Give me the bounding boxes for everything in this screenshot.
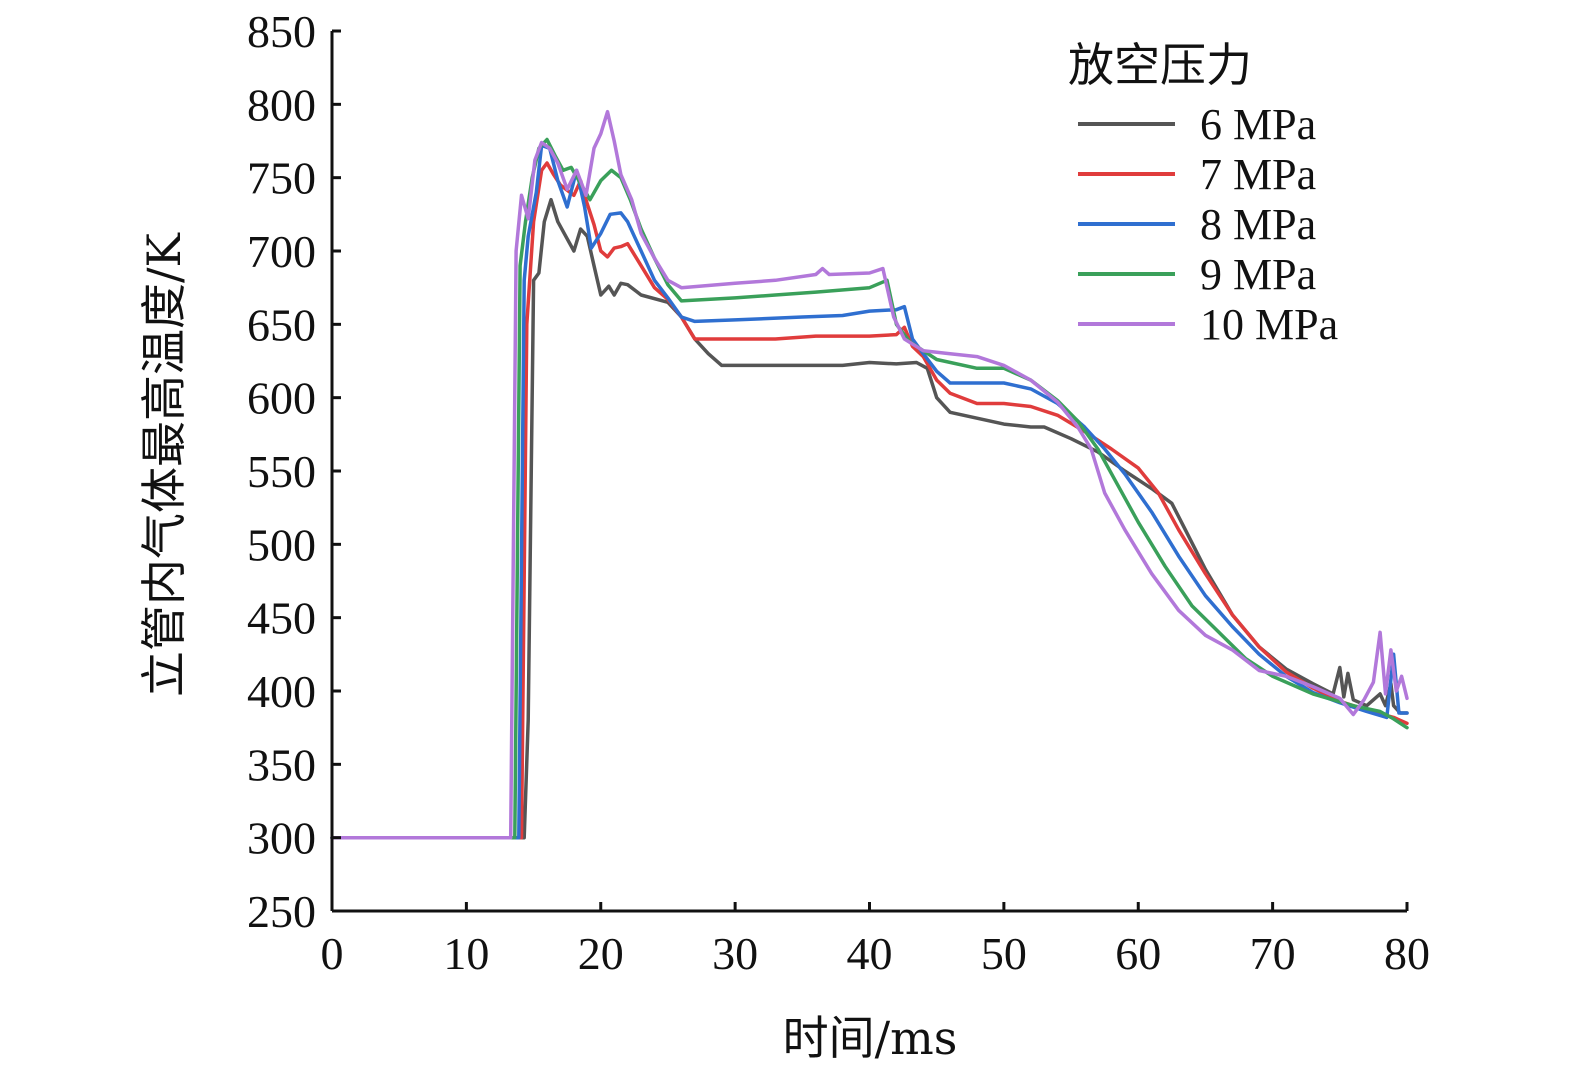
x-ticks: 0 10 20 30 40 50 60 70 80 xyxy=(321,902,1430,979)
y-tick-label: 750 xyxy=(247,153,316,204)
y-tick-label: 500 xyxy=(247,519,316,570)
y-tick-label: 850 xyxy=(247,6,316,57)
x-tick-label: 70 xyxy=(1250,928,1296,979)
legend-label: 8 MPa xyxy=(1200,200,1316,249)
y-tick-label: 600 xyxy=(247,373,316,424)
x-tick-label: 10 xyxy=(443,928,489,979)
y-axis-title: 立管内气体最高温度/K xyxy=(137,231,191,696)
series-line-0 xyxy=(330,197,1409,840)
plot-lines xyxy=(330,109,1409,840)
legend-label: 9 MPa xyxy=(1200,250,1316,299)
series-line-1 xyxy=(330,161,1409,840)
x-tick-label: 50 xyxy=(981,928,1027,979)
y-tick-label: 450 xyxy=(247,593,316,644)
x-tick-label: 30 xyxy=(712,928,758,979)
y-tick-label: 400 xyxy=(247,666,316,717)
y-tick-label: 350 xyxy=(247,739,316,790)
x-axis-title: 时间/ms xyxy=(783,1011,958,1065)
legend-label: 10 MPa xyxy=(1200,300,1338,349)
x-tick-label: 40 xyxy=(847,928,893,979)
y-tick-label: 650 xyxy=(247,299,316,350)
x-tick-label: 80 xyxy=(1384,928,1430,979)
legend-title: 放空压力 xyxy=(1068,38,1252,92)
y-ticks: 250 300 350 400 450 500 550 600 650 700 750 800 850 xyxy=(247,6,341,937)
x-tick-label: 60 xyxy=(1115,928,1161,979)
series-line-2 xyxy=(330,143,1409,840)
y-tick-label: 300 xyxy=(247,813,316,864)
y-tick-label: 800 xyxy=(247,79,316,130)
x-tick-label: 20 xyxy=(578,928,624,979)
legend-label: 6 MPa xyxy=(1200,100,1316,149)
y-tick-label: 700 xyxy=(247,226,316,277)
legend-label: 7 MPa xyxy=(1200,150,1316,199)
axes: 250300350400450500550600650700750800850 … xyxy=(247,6,1430,979)
series-line-4 xyxy=(330,109,1409,840)
y-tick-label: 250 xyxy=(247,886,316,937)
x-tick-label: 0 xyxy=(321,928,344,979)
y-tick-label: 550 xyxy=(247,446,316,497)
